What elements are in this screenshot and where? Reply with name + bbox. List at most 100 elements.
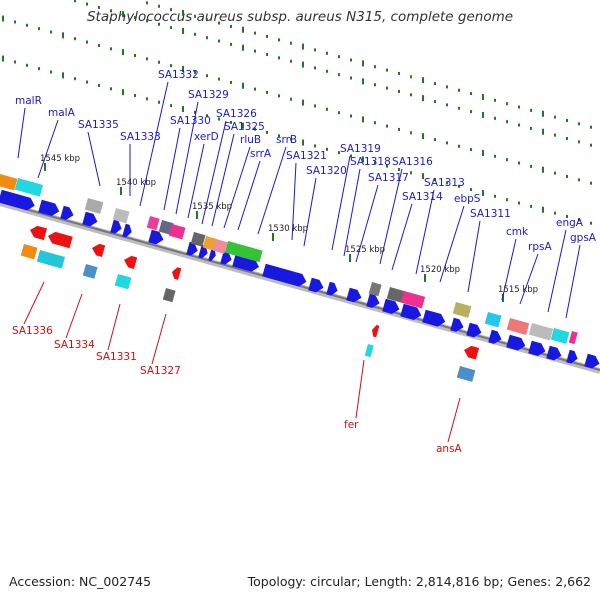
- scale-tick: [146, 97, 148, 101]
- minus-feature-block: [82, 264, 98, 279]
- scale-tick: [470, 110, 472, 114]
- gene-arrow: [38, 199, 60, 217]
- accession-text: Accession: NC_002745: [9, 574, 152, 589]
- scale-tick: [134, 16, 136, 20]
- scale-tick: [110, 9, 112, 13]
- scale-tick: [194, 110, 196, 114]
- feature-block: [112, 208, 130, 224]
- gene-arrow: [122, 223, 132, 238]
- minus-gene-arrow: [372, 325, 380, 338]
- scale-tick: [122, 11, 124, 18]
- gene-arrow: [488, 329, 502, 344]
- scale-tick: [338, 55, 340, 59]
- scale-tick: [566, 136, 568, 140]
- scale-tick: [446, 85, 448, 89]
- gene-arrow: [584, 353, 600, 369]
- scale-tick: [206, 74, 208, 78]
- scale-tick: [434, 82, 436, 86]
- scale-tick: [458, 106, 460, 110]
- scale-tick: [542, 206, 544, 213]
- kbp-label: 1520 kbp: [420, 265, 460, 275]
- gene-label-SA1333: SA1333: [120, 131, 161, 143]
- minus-feature-block: [114, 274, 132, 290]
- leader-line: [355, 359, 365, 419]
- scale-tick: [158, 4, 160, 8]
- scale-tick: [590, 125, 592, 129]
- scale-tick: [110, 87, 112, 91]
- scale-tick: [86, 80, 88, 84]
- genome-backbone-core: [0, 201, 600, 371]
- gene-label-fer: fer: [344, 419, 359, 431]
- major-tick: [502, 294, 504, 302]
- scale-tick: [134, 94, 136, 98]
- scale-tick: [578, 218, 580, 222]
- scale-tick: [134, 54, 136, 58]
- scale-tick: [218, 21, 220, 25]
- gene-label-engA: engA: [556, 217, 584, 229]
- leader-line: [415, 189, 435, 275]
- scale-tick: [446, 141, 448, 145]
- scale-tick: [302, 139, 304, 146]
- gene-arrow: [346, 287, 362, 303]
- leader-line: [379, 168, 403, 265]
- feature-layer: [0, 173, 600, 382]
- scale-tick: [266, 34, 268, 38]
- scale-tick: [350, 58, 352, 62]
- scale-tick: [314, 48, 316, 52]
- gene-arrow: [82, 211, 98, 227]
- topology-text: Topology: circular; Length: 2,814,816 bp…: [247, 574, 591, 589]
- gene-label-SA1314: SA1314: [402, 191, 443, 203]
- gene-label-SA1326: SA1326: [216, 108, 257, 120]
- scale-tick: [98, 83, 100, 87]
- scale-tick: [494, 98, 496, 102]
- feature-block: [168, 224, 186, 240]
- scale-tick: [302, 61, 304, 68]
- scale-tick: [266, 52, 268, 56]
- feature-block: [190, 231, 206, 247]
- gene-label-SA1330: SA1330: [170, 115, 211, 127]
- label-leader-layer: [17, 81, 581, 443]
- major-tick: [349, 254, 351, 262]
- scale-tick: [482, 149, 484, 156]
- scale-tick: [458, 144, 460, 148]
- scale-tick: [182, 27, 184, 34]
- leader-line: [201, 120, 227, 225]
- scale-tick: [422, 77, 424, 84]
- minus-gene-arrow: [464, 345, 480, 360]
- feature-block: [14, 178, 44, 197]
- scale-tick: [326, 51, 328, 55]
- scale-tick: [206, 114, 208, 118]
- feature-block: [506, 318, 530, 335]
- scale-tick: [410, 171, 412, 175]
- gene-arrow: [400, 303, 422, 321]
- scale-tick: [554, 115, 556, 119]
- gene-label-SA1316: SA1316: [392, 156, 433, 168]
- scale-tick: [290, 137, 292, 141]
- scale-tick: [386, 86, 388, 90]
- scale-tick: [578, 140, 580, 144]
- scale-tick: [362, 156, 364, 163]
- feature-block: [400, 290, 426, 309]
- scale-tick: [230, 120, 232, 124]
- scale-tick: [14, 20, 16, 24]
- leader-line: [211, 133, 235, 227]
- gene-arrow: [186, 241, 198, 256]
- scale-tick: [518, 161, 520, 165]
- gene-arrow: [232, 253, 260, 272]
- leader-line: [391, 203, 413, 271]
- scale-tick: [314, 144, 316, 148]
- scale-tick: [314, 104, 316, 108]
- gene-arrow: [326, 281, 338, 296]
- scale-tick: [362, 60, 364, 67]
- scale-tick: [122, 89, 124, 96]
- scale-tick: [182, 65, 184, 72]
- scale-tick: [494, 116, 496, 120]
- scale-tick: [326, 69, 328, 73]
- scale-tick: [350, 114, 352, 118]
- gene-label-ansA: ansA: [436, 443, 463, 455]
- feature-block: [224, 241, 263, 263]
- minus-feature-block: [162, 288, 176, 303]
- minus-gene-arrow: [92, 243, 106, 258]
- leader-line: [65, 293, 83, 339]
